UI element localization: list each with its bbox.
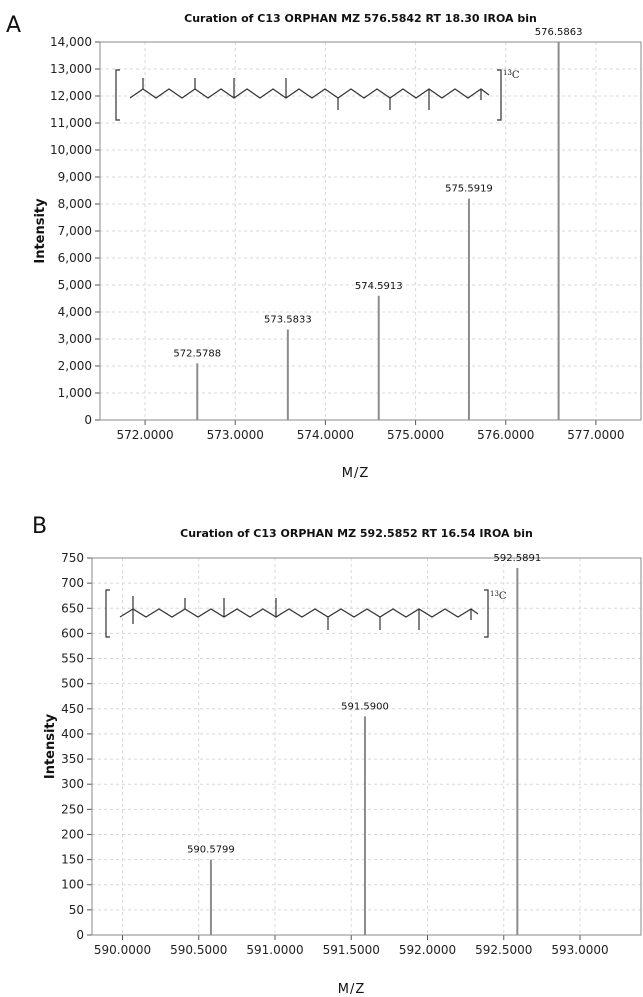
y-tick-label: 650 xyxy=(61,601,84,615)
y-tick-label: 6,000 xyxy=(58,251,92,265)
plot-frame xyxy=(99,41,642,421)
plot-frame xyxy=(91,557,642,936)
chart-b: Curation of C13 ORPHAN MZ 592.5852 RT 16… xyxy=(43,527,642,997)
x-tick-label: 576.0000 xyxy=(477,428,534,442)
x-tick-label: 575.0000 xyxy=(387,428,444,442)
x-tick-label: 573.0000 xyxy=(207,428,264,442)
x-tick-label: 591.0000 xyxy=(246,943,303,957)
x-tick-label: 591.5000 xyxy=(323,943,380,957)
y-tick-label: 13,000 xyxy=(50,62,92,76)
peak-label: 572.5788 xyxy=(173,348,221,359)
y-axis-title: Intensity xyxy=(43,713,58,779)
peak-label: 591.5900 xyxy=(341,701,389,712)
y-tick-label: 12,000 xyxy=(50,89,92,103)
y-tick-label: 400 xyxy=(61,727,84,741)
x-tick-label: 577.0000 xyxy=(567,428,624,442)
y-tick-label: 11,000 xyxy=(50,116,92,130)
y-tick-label: 450 xyxy=(61,702,84,716)
y-tick-label: 0 xyxy=(76,928,84,942)
x-tick-label: 592.0000 xyxy=(399,943,456,957)
peak-label: 590.5799 xyxy=(187,845,235,856)
x-axis-title: M/Z xyxy=(342,466,370,481)
x-tick-label: 574.0000 xyxy=(297,428,354,442)
y-tick-label: 7,000 xyxy=(58,224,92,238)
y-tick-label: 100 xyxy=(61,878,84,892)
x-tick-label: 592.5000 xyxy=(475,943,532,957)
y-tick-label: 600 xyxy=(61,626,84,640)
panel-letter-a: A xyxy=(6,13,21,38)
y-tick-label: 300 xyxy=(61,777,84,791)
x-tick-label: 590.0000 xyxy=(94,943,151,957)
peak-label: 576.5863 xyxy=(535,27,583,38)
y-tick-label: 0 xyxy=(84,413,92,427)
y-tick-label: 8,000 xyxy=(58,197,92,211)
y-tick-label: 750 xyxy=(61,551,84,565)
peak-label: 573.5833 xyxy=(264,315,312,326)
y-axis-title: Intensity xyxy=(33,198,48,264)
y-tick-label: 4,000 xyxy=(58,305,92,319)
molecule-structure-b xyxy=(105,589,489,638)
isotope-label-b: 13C xyxy=(490,590,507,602)
y-tick-label: 550 xyxy=(61,652,84,666)
y-tick-label: 2,000 xyxy=(58,359,92,373)
x-tick-label: 593.0000 xyxy=(551,943,608,957)
isotope-label-a: 13C xyxy=(503,69,520,81)
chart-a: Curation of C13 ORPHAN MZ 576.5842 RT 18… xyxy=(33,12,642,481)
y-tick-label: 500 xyxy=(61,677,84,691)
y-tick-label: 1,000 xyxy=(58,386,92,400)
x-axis-title: M/Z xyxy=(338,982,366,997)
y-tick-label: 9,000 xyxy=(58,170,92,184)
y-tick-label: 3,000 xyxy=(58,332,92,346)
y-tick-label: 200 xyxy=(61,827,84,841)
panel-letter-b: B xyxy=(32,514,47,539)
y-tick-label: 5,000 xyxy=(58,278,92,292)
y-tick-label: 10,000 xyxy=(50,143,92,157)
y-tick-label: 50 xyxy=(69,903,84,917)
chart-title: Curation of C13 ORPHAN MZ 576.5842 RT 18… xyxy=(184,12,537,25)
x-tick-label: 590.5000 xyxy=(170,943,227,957)
y-tick-label: 350 xyxy=(61,752,84,766)
y-tick-label: 14,000 xyxy=(50,35,92,49)
y-tick-label: 700 xyxy=(61,576,84,590)
y-tick-label: 250 xyxy=(61,802,84,816)
peak-label: 575.5919 xyxy=(445,184,493,195)
peak-label: 592.5891 xyxy=(493,553,541,564)
chart-title: Curation of C13 ORPHAN MZ 592.5852 RT 16… xyxy=(180,527,533,540)
molecule-structure-a xyxy=(115,69,502,121)
peak-label: 574.5913 xyxy=(355,281,403,292)
y-tick-label: 150 xyxy=(61,853,84,867)
x-tick-label: 572.0000 xyxy=(116,428,173,442)
